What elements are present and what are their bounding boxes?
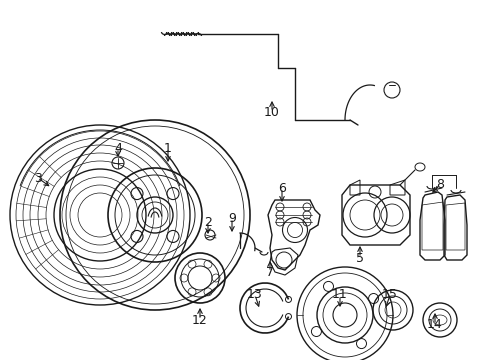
Text: 3: 3 (34, 171, 42, 184)
Text: 9: 9 (227, 211, 235, 225)
Text: 10: 10 (264, 105, 279, 118)
Text: 6: 6 (278, 181, 285, 194)
Text: 11: 11 (331, 288, 347, 302)
Text: 4: 4 (114, 141, 122, 154)
Text: 5: 5 (355, 252, 363, 265)
Text: 14: 14 (426, 319, 442, 332)
Text: 2: 2 (203, 216, 211, 229)
Text: 1: 1 (164, 141, 172, 154)
Text: 12: 12 (192, 314, 207, 327)
Text: 13: 13 (246, 288, 263, 302)
Text: 7: 7 (265, 266, 273, 279)
Text: 8: 8 (435, 179, 443, 192)
Text: 15: 15 (381, 288, 397, 302)
